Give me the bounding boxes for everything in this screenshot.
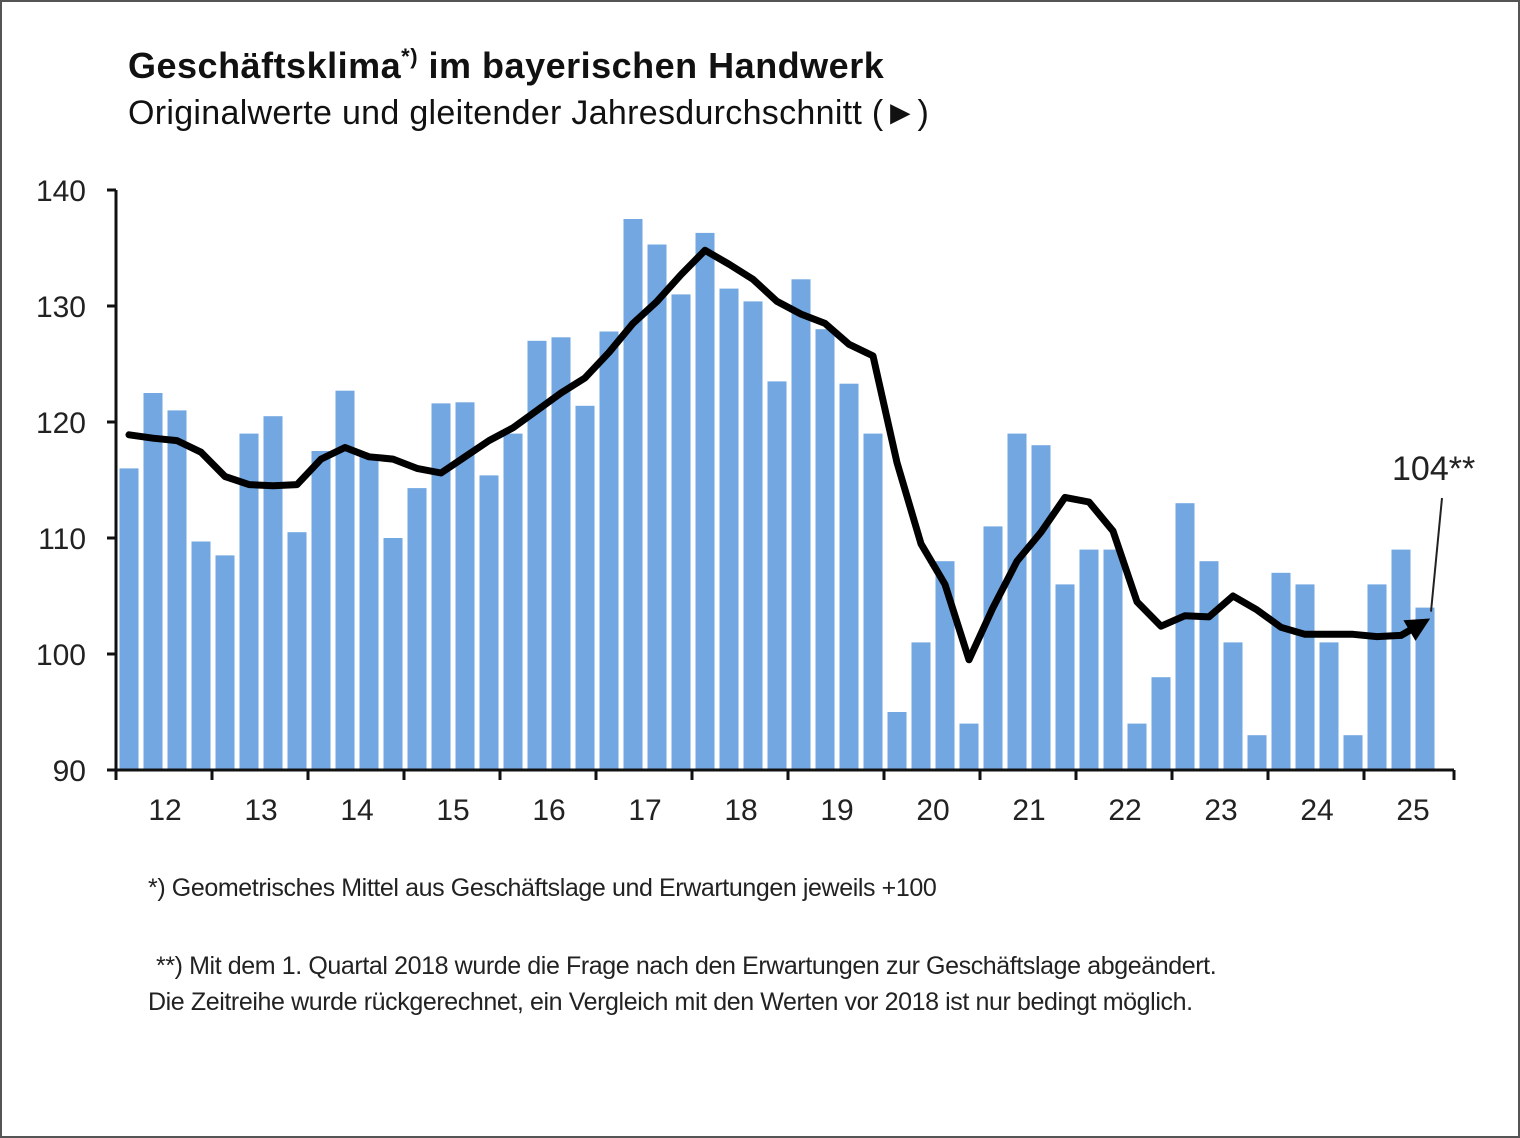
bar <box>1271 572 1291 770</box>
bar <box>983 526 1003 770</box>
bar <box>263 416 283 770</box>
bar <box>1031 445 1051 770</box>
y-tick-label: 90 <box>53 755 86 788</box>
bar <box>887 712 907 770</box>
x-tick-label: 20 <box>916 794 949 827</box>
bar <box>863 433 883 770</box>
y-tick-label: 100 <box>36 639 86 672</box>
bar <box>1055 584 1075 770</box>
bar <box>119 468 139 770</box>
x-tick-label: 22 <box>1108 794 1141 827</box>
x-tick-label: 23 <box>1204 794 1237 827</box>
y-tick-label: 140 <box>36 175 86 208</box>
title-rest: im bayerischen Handwerk <box>428 45 885 86</box>
bar <box>575 405 595 770</box>
bar <box>599 331 619 770</box>
bar <box>791 279 811 770</box>
bar <box>743 301 763 770</box>
x-tick-label: 13 <box>244 794 277 827</box>
moving-average-series <box>125 246 1431 664</box>
annotation: 104** <box>1392 450 1475 612</box>
y-tick-label: 110 <box>38 523 86 556</box>
bar <box>287 532 307 770</box>
x-tick-label: 15 <box>436 794 469 827</box>
x-tick-label: 14 <box>340 794 373 827</box>
bar <box>503 433 523 770</box>
bar <box>671 294 691 770</box>
bar <box>1079 549 1099 770</box>
bar <box>455 402 475 770</box>
bar <box>359 456 379 770</box>
footnote-2-line-1: **) Mit dem 1. Quartal 2018 wurde die Fr… <box>156 952 1217 980</box>
chart-subtitle: Originalwerte und gleitender Jahresdurch… <box>128 94 930 132</box>
bar <box>647 244 667 770</box>
bar <box>1223 642 1243 770</box>
bar <box>551 337 571 770</box>
bar <box>335 390 355 770</box>
x-tick-label: 17 <box>628 794 661 827</box>
bar <box>1367 584 1387 770</box>
annotation-label: 104** <box>1392 450 1475 488</box>
title-footnote-marker: *) <box>401 44 419 69</box>
bar <box>911 642 931 770</box>
x-tick-label: 12 <box>148 794 181 827</box>
bar <box>1319 642 1339 770</box>
bar <box>695 232 715 770</box>
bar <box>1175 503 1195 770</box>
bar <box>479 475 499 770</box>
bar <box>1103 549 1123 770</box>
x-tick-label: 24 <box>1300 794 1333 827</box>
bar <box>239 433 259 770</box>
bar <box>767 381 787 770</box>
footnote-1: *) Geometrisches Mittel aus Geschäftslag… <box>148 874 937 902</box>
x-tick-label: 19 <box>820 794 853 827</box>
bar <box>311 451 331 770</box>
bar <box>719 288 739 770</box>
bar <box>623 219 643 770</box>
arrow-head-icon <box>1403 618 1431 641</box>
bar <box>383 538 403 770</box>
bar <box>215 555 235 770</box>
bar <box>527 340 547 770</box>
bar <box>1127 723 1147 770</box>
bar <box>959 723 979 770</box>
bar <box>407 488 427 770</box>
bar <box>1151 677 1171 770</box>
x-tick-label: 25 <box>1396 794 1429 827</box>
bar <box>1007 433 1027 770</box>
bar <box>839 383 859 770</box>
x-tick-label: 18 <box>724 794 757 827</box>
bar <box>143 393 163 770</box>
bar <box>815 329 835 770</box>
y-tick-label: 120 <box>36 407 86 440</box>
chart-title: Geschäftsklima*) im bayerischen Handwerk <box>128 44 884 87</box>
y-tick-label: 130 <box>36 291 86 324</box>
bar <box>1295 584 1315 770</box>
bar <box>191 541 211 770</box>
bar <box>1247 735 1267 770</box>
bar <box>1343 735 1363 770</box>
bar <box>431 403 451 770</box>
bar <box>167 410 187 770</box>
bar <box>935 561 955 770</box>
x-tick-label: 21 <box>1012 794 1045 827</box>
axes: 90 100 110 120 130 140 12 13 14 15 16 17 18 19 20 21 22 2… <box>36 175 1456 827</box>
bar-series <box>119 219 1435 770</box>
footnote-2-line-2: Die Zeitreihe wurde rückgerechnet, ein V… <box>148 988 1193 1016</box>
x-tick-label: 16 <box>532 794 565 827</box>
moving-average-line <box>125 246 1413 664</box>
title-main: Geschäftsklima <box>128 45 402 86</box>
chart-svg: 90 100 110 120 130 140 12 13 14 15 16 17 18 19 20 21 22 2… <box>36 175 1475 827</box>
bar <box>1391 549 1411 770</box>
bar <box>1415 607 1435 770</box>
bar <box>1199 561 1219 770</box>
annotation-leader-line <box>1430 497 1443 612</box>
